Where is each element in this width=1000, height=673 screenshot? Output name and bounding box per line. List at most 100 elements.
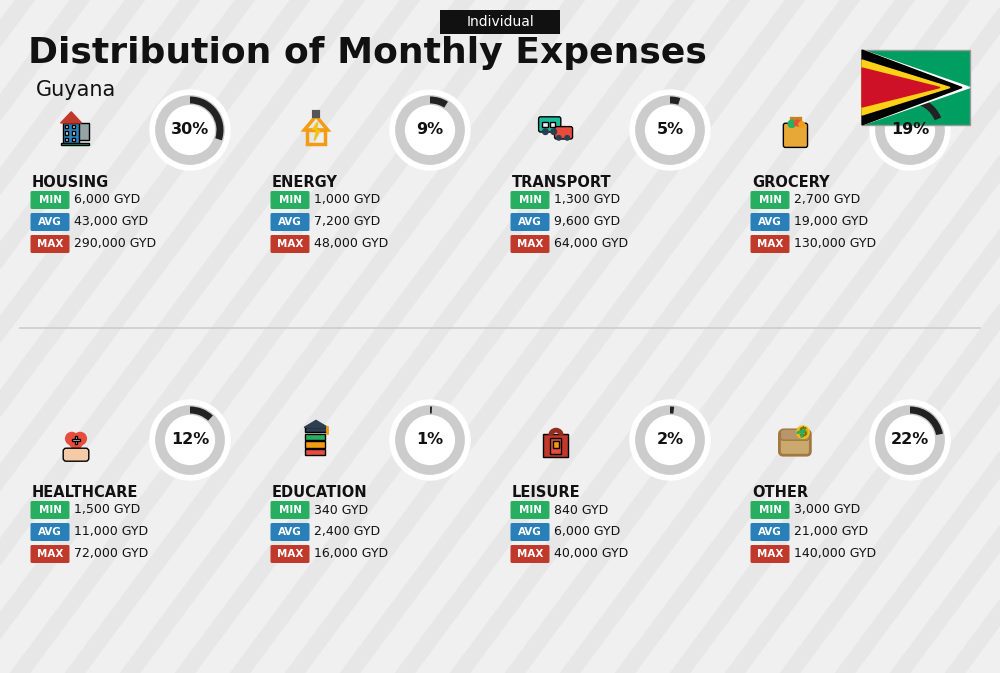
FancyBboxPatch shape: [750, 213, 790, 231]
Wedge shape: [190, 406, 213, 421]
Circle shape: [630, 90, 710, 170]
Text: 7,200 GYD: 7,200 GYD: [314, 215, 380, 229]
Text: 2,400 GYD: 2,400 GYD: [314, 526, 380, 538]
FancyBboxPatch shape: [555, 127, 573, 139]
Text: Guyana: Guyana: [36, 80, 116, 100]
Circle shape: [404, 104, 456, 155]
Circle shape: [164, 104, 216, 155]
FancyBboxPatch shape: [270, 235, 310, 253]
Polygon shape: [66, 440, 86, 453]
FancyBboxPatch shape: [750, 501, 790, 519]
Text: MAX: MAX: [37, 239, 63, 249]
FancyBboxPatch shape: [270, 523, 310, 541]
Circle shape: [870, 90, 950, 170]
Text: MAX: MAX: [517, 549, 543, 559]
Polygon shape: [862, 60, 950, 115]
Circle shape: [885, 104, 936, 155]
Text: 1,300 GYD: 1,300 GYD: [554, 194, 620, 207]
Text: 1,000 GYD: 1,000 GYD: [314, 194, 380, 207]
Text: EDUCATION: EDUCATION: [272, 485, 368, 500]
Circle shape: [404, 415, 456, 466]
Text: 290,000 GYD: 290,000 GYD: [74, 238, 156, 250]
FancyBboxPatch shape: [270, 191, 310, 209]
Circle shape: [797, 426, 809, 438]
FancyBboxPatch shape: [65, 131, 68, 135]
FancyBboxPatch shape: [305, 433, 325, 439]
Circle shape: [565, 135, 569, 140]
Text: 5%: 5%: [656, 122, 684, 137]
Text: HEALTHCARE: HEALTHCARE: [32, 485, 138, 500]
FancyBboxPatch shape: [780, 429, 809, 440]
Text: GROCERY: GROCERY: [752, 175, 830, 190]
Text: 6,000 GYD: 6,000 GYD: [74, 194, 140, 207]
FancyBboxPatch shape: [65, 125, 68, 129]
Polygon shape: [61, 112, 82, 123]
Text: TRANSPORT: TRANSPORT: [512, 175, 612, 190]
FancyBboxPatch shape: [783, 123, 808, 147]
Wedge shape: [910, 406, 943, 435]
FancyBboxPatch shape: [511, 523, 550, 541]
FancyBboxPatch shape: [65, 137, 68, 141]
FancyBboxPatch shape: [61, 143, 89, 145]
FancyBboxPatch shape: [511, 545, 550, 563]
FancyBboxPatch shape: [750, 545, 790, 563]
Circle shape: [630, 400, 710, 480]
Text: 840 GYD: 840 GYD: [554, 503, 608, 516]
Text: AVG: AVG: [518, 527, 542, 537]
Text: AVG: AVG: [278, 217, 302, 227]
FancyBboxPatch shape: [270, 501, 310, 519]
Text: HOUSING: HOUSING: [32, 175, 109, 190]
Text: $: $: [799, 425, 807, 439]
FancyBboxPatch shape: [305, 450, 325, 456]
FancyBboxPatch shape: [75, 436, 77, 444]
Text: 64,000 GYD: 64,000 GYD: [554, 238, 628, 250]
Circle shape: [557, 135, 561, 140]
FancyBboxPatch shape: [750, 523, 790, 541]
Text: 340 GYD: 340 GYD: [314, 503, 368, 516]
FancyBboxPatch shape: [539, 117, 561, 132]
FancyBboxPatch shape: [30, 545, 70, 563]
Text: AVG: AVG: [758, 527, 782, 537]
FancyBboxPatch shape: [553, 441, 559, 448]
Text: MAX: MAX: [517, 239, 543, 249]
Text: LEISURE: LEISURE: [512, 485, 581, 500]
Wedge shape: [430, 406, 432, 413]
FancyBboxPatch shape: [270, 213, 310, 231]
Circle shape: [164, 415, 216, 466]
FancyBboxPatch shape: [511, 191, 550, 209]
FancyBboxPatch shape: [72, 439, 80, 441]
Wedge shape: [670, 96, 680, 105]
Text: Distribution of Monthly Expenses: Distribution of Monthly Expenses: [28, 36, 707, 70]
Text: 19%: 19%: [891, 122, 929, 137]
Circle shape: [551, 129, 557, 135]
Text: AVG: AVG: [38, 527, 62, 537]
Text: MAX: MAX: [277, 239, 303, 249]
Text: 140,000 GYD: 140,000 GYD: [794, 548, 876, 561]
FancyBboxPatch shape: [750, 235, 790, 253]
Text: AVG: AVG: [758, 217, 782, 227]
Circle shape: [150, 90, 230, 170]
Text: 11,000 GYD: 11,000 GYD: [74, 526, 148, 538]
FancyBboxPatch shape: [30, 213, 70, 231]
Text: MIN: MIN: [38, 505, 62, 515]
Wedge shape: [670, 406, 674, 414]
Text: 130,000 GYD: 130,000 GYD: [794, 238, 876, 250]
FancyBboxPatch shape: [550, 437, 561, 454]
Circle shape: [390, 400, 470, 480]
Text: Individual: Individual: [466, 15, 534, 29]
Text: 30%: 30%: [171, 122, 209, 137]
Wedge shape: [190, 96, 223, 141]
Text: 2%: 2%: [656, 433, 684, 448]
Polygon shape: [313, 122, 320, 141]
FancyBboxPatch shape: [30, 523, 70, 541]
Text: 6,000 GYD: 6,000 GYD: [554, 526, 620, 538]
FancyBboxPatch shape: [440, 10, 560, 34]
Circle shape: [644, 415, 696, 466]
Text: 48,000 GYD: 48,000 GYD: [314, 238, 388, 250]
FancyBboxPatch shape: [511, 235, 550, 253]
FancyBboxPatch shape: [511, 213, 550, 231]
FancyBboxPatch shape: [72, 131, 75, 135]
FancyBboxPatch shape: [30, 235, 70, 253]
FancyBboxPatch shape: [72, 137, 75, 141]
Circle shape: [799, 122, 804, 127]
